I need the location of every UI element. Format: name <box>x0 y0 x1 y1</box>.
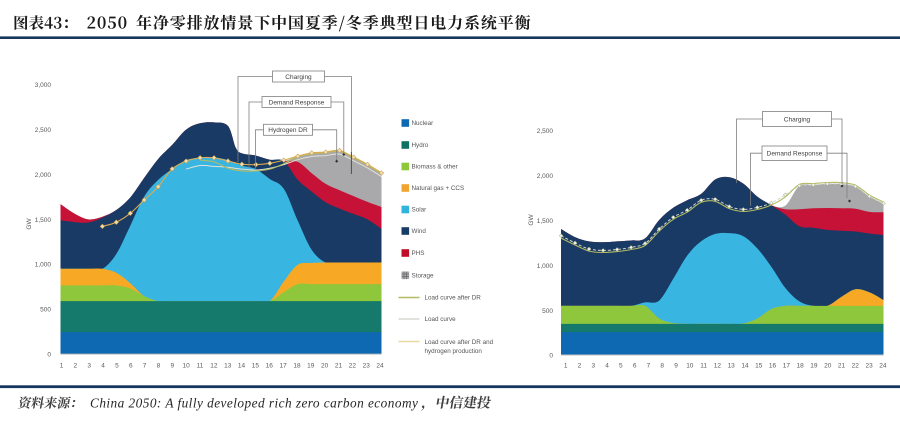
svg-text:PHS: PHS <box>412 250 425 257</box>
svg-text:1,500: 1,500 <box>537 218 554 225</box>
svg-text:20: 20 <box>321 363 329 370</box>
svg-text:Biomass & other: Biomass & other <box>412 164 458 171</box>
svg-text:1: 1 <box>564 363 568 370</box>
svg-text:23: 23 <box>363 363 371 370</box>
svg-text:21: 21 <box>335 363 343 370</box>
svg-text:18: 18 <box>293 363 301 370</box>
svg-text:23: 23 <box>865 363 873 370</box>
svg-text:14: 14 <box>238 363 246 370</box>
svg-text:Wind: Wind <box>412 228 427 235</box>
svg-text:Hydrogen DR: Hydrogen DR <box>268 127 308 134</box>
svg-text:0: 0 <box>47 352 51 359</box>
svg-text:9: 9 <box>170 363 174 370</box>
svg-text:Solar: Solar <box>412 207 427 214</box>
svg-text:Charging: Charging <box>784 116 811 123</box>
svg-text:GW: GW <box>528 214 535 226</box>
svg-text:1,500: 1,500 <box>35 217 52 224</box>
svg-text:10: 10 <box>183 363 191 370</box>
svg-text:2: 2 <box>74 363 78 370</box>
svg-text:2,000: 2,000 <box>35 172 52 179</box>
svg-text:15: 15 <box>755 363 763 370</box>
svg-text:6: 6 <box>633 363 637 370</box>
svg-text:0: 0 <box>549 353 553 360</box>
svg-text:Natural gas + CCS: Natural gas + CCS <box>412 185 465 192</box>
svg-text:19: 19 <box>307 363 315 370</box>
svg-text:2,500: 2,500 <box>35 127 52 134</box>
svg-text:24: 24 <box>376 363 384 370</box>
svg-text:16: 16 <box>769 363 777 370</box>
svg-text:GW: GW <box>26 218 33 230</box>
svg-text:500: 500 <box>542 308 553 315</box>
svg-text:20: 20 <box>824 363 832 370</box>
svg-text:4: 4 <box>605 363 609 370</box>
svg-text:13: 13 <box>728 363 736 370</box>
svg-text:Load curve after DR: Load curve after DR <box>425 295 482 302</box>
svg-text:Load curve after DR and: Load curve after DR and <box>425 339 494 346</box>
svg-text:17: 17 <box>279 363 287 370</box>
svg-text:8: 8 <box>157 363 161 370</box>
svg-text:19: 19 <box>810 363 818 370</box>
svg-text:5: 5 <box>115 363 119 370</box>
svg-text:2: 2 <box>578 363 582 370</box>
svg-text:3: 3 <box>87 363 91 370</box>
svg-text:14: 14 <box>741 363 749 370</box>
svg-text:Nuclear: Nuclear <box>412 120 434 127</box>
svg-text:2,000: 2,000 <box>537 173 554 180</box>
svg-text:Load curve: Load curve <box>425 316 457 323</box>
svg-text:4: 4 <box>101 363 105 370</box>
svg-text:500: 500 <box>40 307 51 314</box>
svg-text:9: 9 <box>674 363 678 370</box>
svg-text:1: 1 <box>60 363 64 370</box>
svg-text:21: 21 <box>838 363 846 370</box>
svg-text:12: 12 <box>210 363 218 370</box>
svg-text:24: 24 <box>879 363 887 370</box>
svg-text:22: 22 <box>349 363 357 370</box>
svg-text:22: 22 <box>852 363 860 370</box>
svg-text:8: 8 <box>660 363 664 370</box>
svg-text:Storage: Storage <box>412 273 435 280</box>
svg-text:17: 17 <box>783 363 791 370</box>
svg-text:hydrogen production: hydrogen production <box>425 348 483 355</box>
svg-text:1,000: 1,000 <box>537 263 554 270</box>
svg-text:Demand Response: Demand Response <box>269 99 325 106</box>
svg-text:10: 10 <box>686 363 694 370</box>
svg-text:12: 12 <box>714 363 722 370</box>
svg-text:Hydro: Hydro <box>412 142 429 149</box>
svg-text:18: 18 <box>797 363 805 370</box>
svg-text:6: 6 <box>129 363 133 370</box>
svg-text:Demand Response: Demand Response <box>767 151 823 158</box>
svg-text:7: 7 <box>143 363 147 370</box>
svg-text:Charging: Charging <box>285 74 312 81</box>
svg-text:1,000: 1,000 <box>35 262 52 269</box>
svg-text:5: 5 <box>619 363 623 370</box>
svg-text:11: 11 <box>700 363 707 370</box>
svg-text:China 2050: A fully developed: China 2050: A fully developed rich zero … <box>90 396 418 411</box>
svg-text:7: 7 <box>647 363 651 370</box>
svg-text:2,500: 2,500 <box>537 128 554 135</box>
svg-text:13: 13 <box>224 363 232 370</box>
svg-text:3,000: 3,000 <box>35 82 52 89</box>
svg-text:15: 15 <box>252 363 260 370</box>
svg-text:11: 11 <box>197 363 204 370</box>
svg-text:16: 16 <box>266 363 274 370</box>
svg-text:3: 3 <box>591 363 595 370</box>
